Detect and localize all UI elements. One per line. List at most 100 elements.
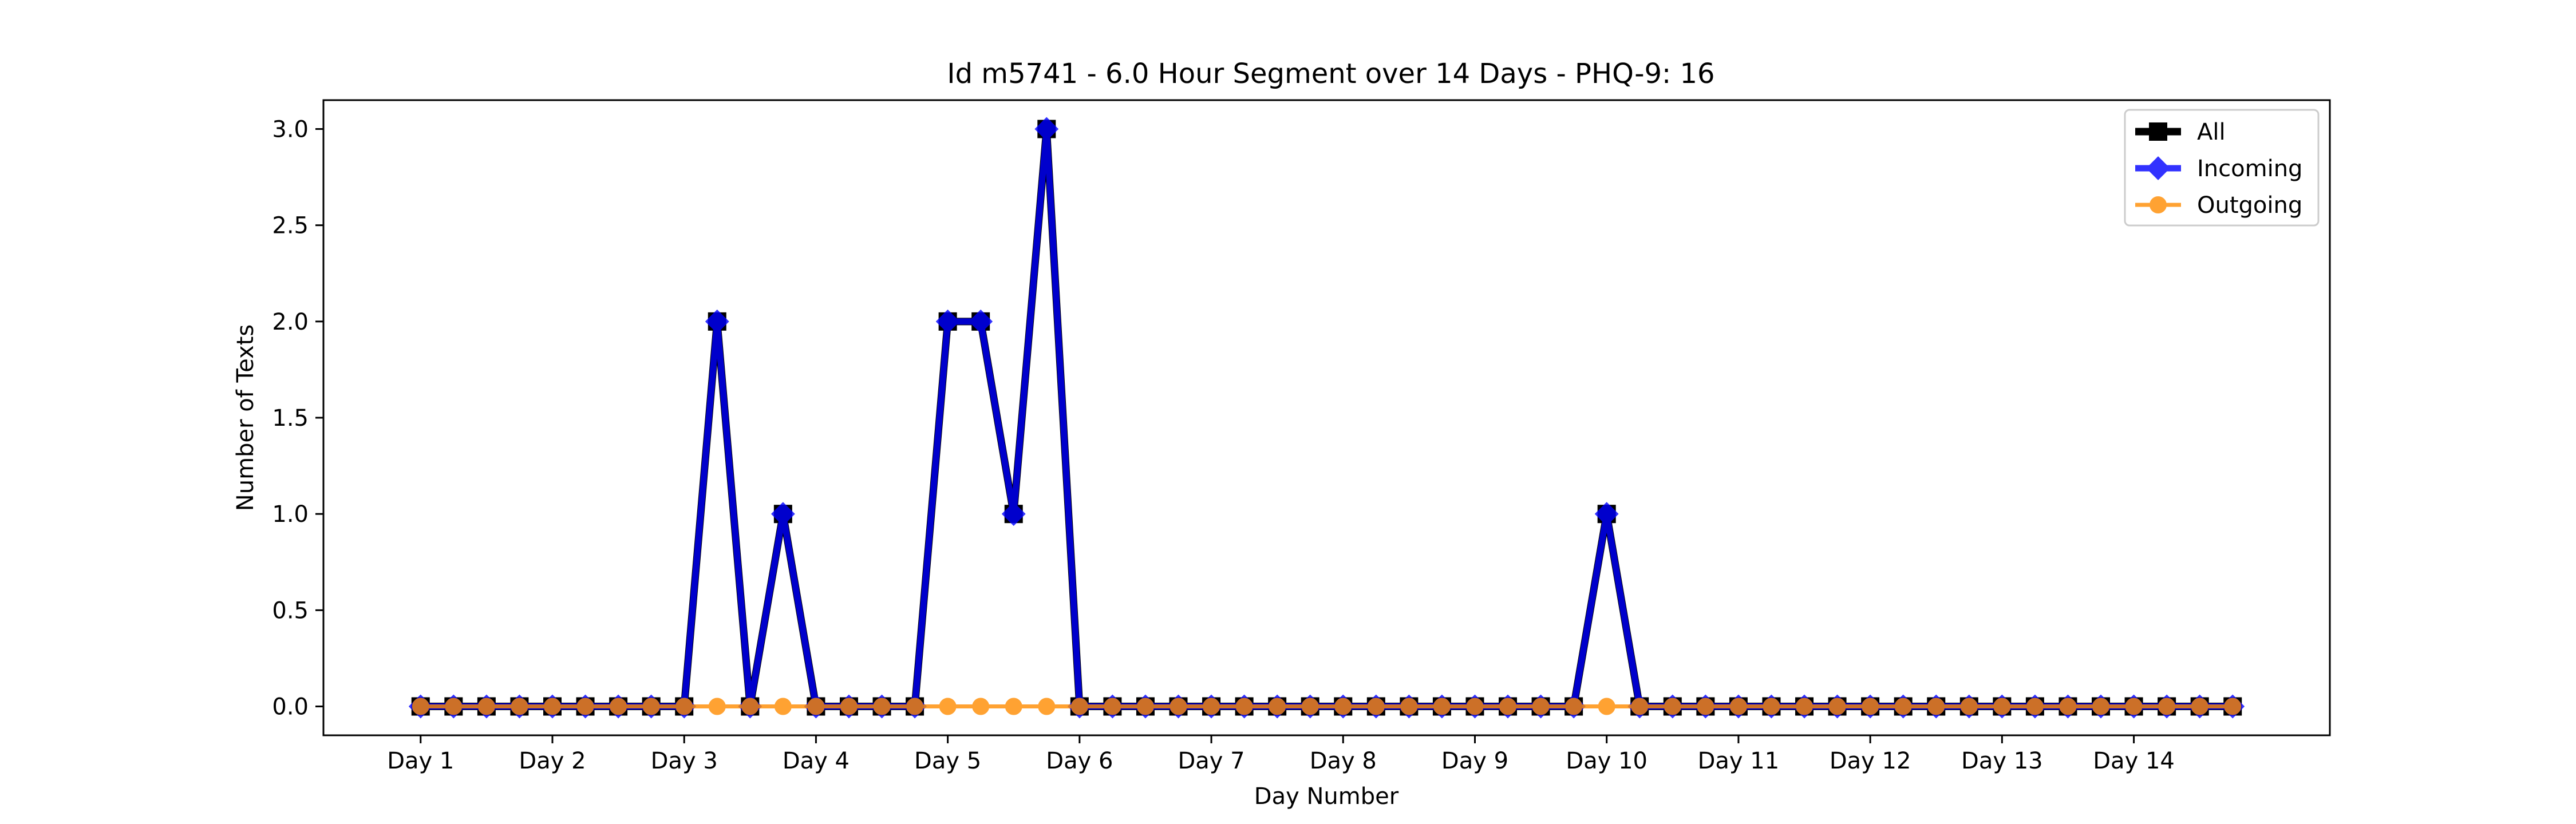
data-point-outgoing — [2224, 698, 2242, 715]
data-point-incoming — [705, 309, 729, 334]
data-point-outgoing — [741, 698, 759, 715]
data-point-outgoing — [906, 698, 924, 715]
data-point-outgoing — [1334, 698, 1352, 715]
data-point-outgoing — [642, 698, 660, 715]
data-point-incoming — [1034, 117, 1059, 141]
chart-title: Id m5741 - 6.0 Hour Segment over 14 Days… — [947, 58, 1714, 90]
x-tick-label: Day 8 — [1310, 748, 1377, 774]
x-axis: Day 1 Day 2 Day 3 Day 4 Day 5 Day 6 Day 7 Day 8… — [387, 735, 2175, 774]
x-tick-label: Day 13 — [1961, 748, 2043, 774]
x-tick-label: Day 14 — [2093, 748, 2175, 774]
data-point-outgoing — [1400, 698, 1418, 715]
data-point-outgoing — [1203, 698, 1220, 715]
data-point-outgoing — [1565, 698, 1583, 715]
data-point-outgoing — [1862, 698, 1879, 715]
legend-marker-outgoing — [2150, 196, 2167, 213]
legend-label-all: All — [2197, 119, 2226, 145]
legend-item-all — [2135, 122, 2181, 141]
data-point-outgoing — [1598, 698, 1615, 715]
data-point-outgoing — [1235, 698, 1253, 715]
legend-item-incoming — [2135, 156, 2181, 180]
y-tick-label: 3.0 — [272, 116, 309, 142]
x-tick-label: Day 2 — [519, 748, 586, 774]
data-point-outgoing — [1927, 698, 1945, 715]
data-point-outgoing — [477, 698, 495, 715]
x-axis-label: Day Number — [1254, 783, 1399, 810]
data-point-outgoing — [1960, 698, 1978, 715]
data-point-outgoing — [1631, 698, 1649, 715]
y-tick-label: 0.0 — [272, 694, 309, 720]
y-axis: 0.0 0.5 1.0 1.5 2.0 2.5 3.0 — [272, 116, 323, 720]
data-point-outgoing — [445, 698, 463, 715]
x-tick-label: Day 6 — [1046, 748, 1113, 774]
data-point-outgoing — [1466, 698, 1484, 715]
data-point-outgoing — [1005, 698, 1022, 715]
data-point-outgoing — [1269, 698, 1286, 715]
x-tick-label: Day 12 — [1830, 748, 1911, 774]
data-point-outgoing — [511, 698, 528, 715]
data-point-outgoing — [1763, 698, 1780, 715]
y-tick-label: 1.5 — [272, 405, 309, 431]
legend-label-incoming: Incoming — [2197, 156, 2302, 182]
data-point-outgoing — [412, 698, 429, 715]
data-point-outgoing — [1894, 698, 1912, 715]
y-tick-label: 2.5 — [272, 213, 309, 239]
series-outgoing — [412, 698, 2242, 715]
data-point-outgoing — [1499, 698, 1517, 715]
legend-marker-all — [2149, 122, 2167, 141]
data-point-outgoing — [610, 698, 627, 715]
data-point-outgoing — [774, 698, 792, 715]
legend-marker-incoming — [2146, 156, 2170, 180]
data-point-outgoing — [1828, 698, 1846, 715]
data-point-outgoing — [840, 698, 858, 715]
legend-label-outgoing: Outgoing — [2197, 192, 2302, 219]
data-point-outgoing — [972, 698, 990, 715]
data-point-outgoing — [1993, 698, 2011, 715]
x-tick-label: Day 10 — [1566, 748, 1647, 774]
data-point-incoming — [771, 502, 795, 526]
data-point-incoming — [1594, 502, 1619, 526]
x-tick-label: Day 3 — [651, 748, 718, 774]
x-tick-label: Day 11 — [1698, 748, 1780, 774]
legend-box — [2124, 109, 2320, 227]
data-point-outgoing — [873, 698, 891, 715]
plot-area — [408, 117, 2245, 719]
y-axis-label: Number of Texts — [232, 324, 259, 511]
data-point-outgoing — [1697, 698, 1714, 715]
x-tick-label: Day 4 — [783, 748, 850, 774]
y-tick-label: 2.0 — [272, 309, 309, 335]
data-point-outgoing — [2158, 698, 2176, 715]
data-point-outgoing — [1070, 698, 1088, 715]
data-point-outgoing — [939, 698, 957, 715]
data-point-outgoing — [1433, 698, 1451, 715]
data-point-outgoing — [1664, 698, 1681, 715]
data-point-outgoing — [1104, 698, 1121, 715]
data-point-outgoing — [2059, 698, 2077, 715]
data-point-outgoing — [1729, 698, 1747, 715]
data-point-outgoing — [2092, 698, 2110, 715]
data-point-outgoing — [807, 698, 825, 715]
data-point-outgoing — [1038, 698, 1056, 715]
data-point-outgoing — [2026, 698, 2044, 715]
legend: All Incoming Outgoing — [2124, 109, 2320, 227]
x-tick-label: Day 5 — [914, 748, 981, 774]
y-tick-label: 1.0 — [272, 501, 309, 528]
data-point-outgoing — [2125, 698, 2143, 715]
data-point-outgoing — [708, 698, 726, 715]
data-point-outgoing — [1532, 698, 1550, 715]
data-point-outgoing — [675, 698, 693, 715]
data-point-incoming — [969, 309, 993, 334]
data-point-outgoing — [1170, 698, 1187, 715]
x-tick-label: Day 7 — [1178, 748, 1244, 774]
data-point-outgoing — [543, 698, 561, 715]
data-point-outgoing — [1136, 698, 1154, 715]
data-point-outgoing — [1301, 698, 1319, 715]
data-point-incoming — [1001, 502, 1026, 526]
legend-item-outgoing — [2135, 196, 2181, 213]
data-point-outgoing — [1796, 698, 1814, 715]
data-point-outgoing — [2191, 698, 2208, 715]
y-tick-label: 0.5 — [272, 597, 309, 624]
data-point-outgoing — [576, 698, 594, 715]
data-point-incoming — [935, 309, 960, 334]
